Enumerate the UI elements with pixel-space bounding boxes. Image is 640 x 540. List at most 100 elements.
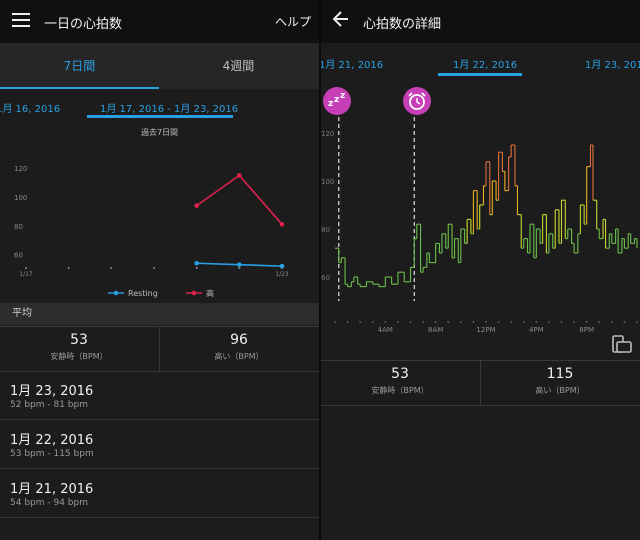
x-tick-mark [485,321,487,323]
x-tick-mark [25,267,27,269]
x-tick-mark [384,321,387,323]
x-tick-mark [153,267,155,269]
x-tick-mark [371,321,374,323]
series-line [196,174,283,225]
x-tick-mark [560,321,563,323]
day-prev[interactable]: 1月 21, 2016 [321,60,384,71]
x-tick-label: 8AM [428,326,443,334]
x-tick-mark [334,321,336,323]
x-tick-label: 12PM [476,326,495,334]
data-point [279,222,285,227]
x-tick-mark [238,267,241,269]
day-date: 1月 22, 2016 [10,433,94,448]
x-tick-mark [359,321,362,323]
high-value: 96 [230,332,248,348]
daily-heart-rate-chart: 60 80 100 120 4AM 8AM 12PM 4PM 8PM [321,117,638,334]
x-tick-mark [472,321,475,323]
x-tick-mark [497,321,500,323]
page-title: 一日の心拍数 [44,17,123,32]
help-link[interactable]: ヘルプ [274,15,311,29]
high-value: 115 [546,366,574,382]
data-point [279,263,285,269]
y-tick-label: 80 [14,223,23,231]
x-tick-label: 4AM [378,326,393,334]
list-item[interactable]: 1月 21, 2016 54 bpm - 94 bpm [0,469,319,518]
heart-rate-detail-panel: 心拍数の詳細 1月 21, 2016 1月 22, 2016 1月 23, 20… [321,0,640,540]
legend-label: Resting [128,289,158,298]
daily-heart-rate-panel: 一日の心拍数 ヘルプ 7日間 4週間 1月 16, 2016 1月 17, 20… [0,0,319,540]
data-point [237,173,242,178]
alarm-clock-icon[interactable] [403,87,431,115]
x-tick-mark [535,321,538,323]
svg-text:z: z [328,99,333,109]
resting-stat: 53 安静時（BPM） [0,327,158,371]
back-arrow-icon[interactable] [332,11,349,31]
previous-range[interactable]: 1月 16, 2016 [0,104,61,115]
weekly-heart-rate-chart: 60 80 100 120 1/17 1/23 Resting 高 [14,165,289,298]
resting-value: 53 [70,332,88,348]
svg-text:z: z [340,91,345,101]
data-point [194,203,199,208]
legend-label: 高 [206,288,214,298]
x-tick-mark [459,321,462,323]
day-current[interactable]: 1月 22, 2016 [453,60,518,71]
x-tick-label: 1/17 [19,271,33,278]
day-range: 52 bpm - 81 bpm [10,400,88,410]
app-bar: 心拍数の詳細 [321,0,640,43]
y-tick-label: 100 [14,194,27,202]
x-tick-mark [548,321,550,323]
resting-value: 53 [391,366,409,382]
x-tick-mark [447,321,450,323]
day-range: 53 bpm - 115 bpm [10,449,94,459]
x-tick-mark [346,321,349,323]
current-range[interactable]: 1月 17, 2016 - 1月 23, 2016 [100,104,239,115]
y-tick-label: 100 [321,178,334,186]
x-tick-mark [195,267,198,269]
range-tabs: 7日間 4週間 [0,43,319,89]
high-label: 高い（BPM） [214,352,264,361]
x-tick-mark [434,321,437,323]
stat-divider [159,327,160,371]
high-stat: 96 高い（BPM） [160,327,318,371]
y-tick-label: 120 [321,130,334,138]
page-title: 心拍数の詳細 [363,17,442,32]
x-tick-label: 8PM [579,326,594,334]
x-tick-mark [623,321,626,323]
stat-divider [480,361,481,405]
day-next[interactable]: 1月 23, 2016 [585,60,640,71]
resting-label: 安静時（BPM） [371,386,429,395]
tab-4-weeks[interactable]: 4週間 [222,59,255,73]
average-section-header: 平均 [0,303,319,325]
date-range-selector: 1月 16, 2016 1月 17, 2016 - 1月 23, 2016 [0,92,319,120]
list-item[interactable]: 1月 23, 2016 52 bpm - 81 bpm [0,371,319,420]
x-tick-mark [573,321,575,323]
day-underline [438,73,522,76]
x-tick-label: 4PM [529,326,544,334]
svg-text:z: z [334,95,339,105]
tab-7-days[interactable]: 7日間 [0,43,159,89]
detail-chart-area: 60 80 100 120 4AM 8AM 12PM 4PM 8PM z z z [321,83,640,361]
x-tick-mark [510,321,513,323]
x-tick-mark [598,321,601,323]
weekly-chart-area: 過去7日間 60 80 100 120 1/17 1/23 Resting 高 [0,121,319,303]
x-tick-mark [610,321,613,323]
x-tick-mark [636,321,638,323]
x-tick-label: 1/23 [275,271,289,278]
x-tick-mark [585,321,588,323]
high-label: 高い（BPM） [535,386,585,395]
legend-marker [191,290,197,296]
app-bar: 一日の心拍数 ヘルプ [0,0,319,43]
rotate-screen-icon[interactable] [611,333,633,355]
data-point [194,260,199,266]
x-tick-mark [67,267,70,269]
x-tick-mark [409,321,412,323]
y-tick-label: 120 [14,165,27,173]
range-underline [87,115,233,118]
zzz-sleep-icon[interactable]: z z z [323,87,351,115]
hamburger-menu-icon[interactable] [12,12,30,31]
average-stats: 53 安静時（BPM） 96 高い（BPM） [0,326,319,372]
list-item[interactable]: 1月 22, 2016 53 bpm - 115 bpm [0,420,319,469]
panel-divider [319,0,321,540]
detail-stats: 53 安静時（BPM） 115 高い（BPM） [321,360,640,406]
chart-caption: 過去7日間 [140,128,179,137]
